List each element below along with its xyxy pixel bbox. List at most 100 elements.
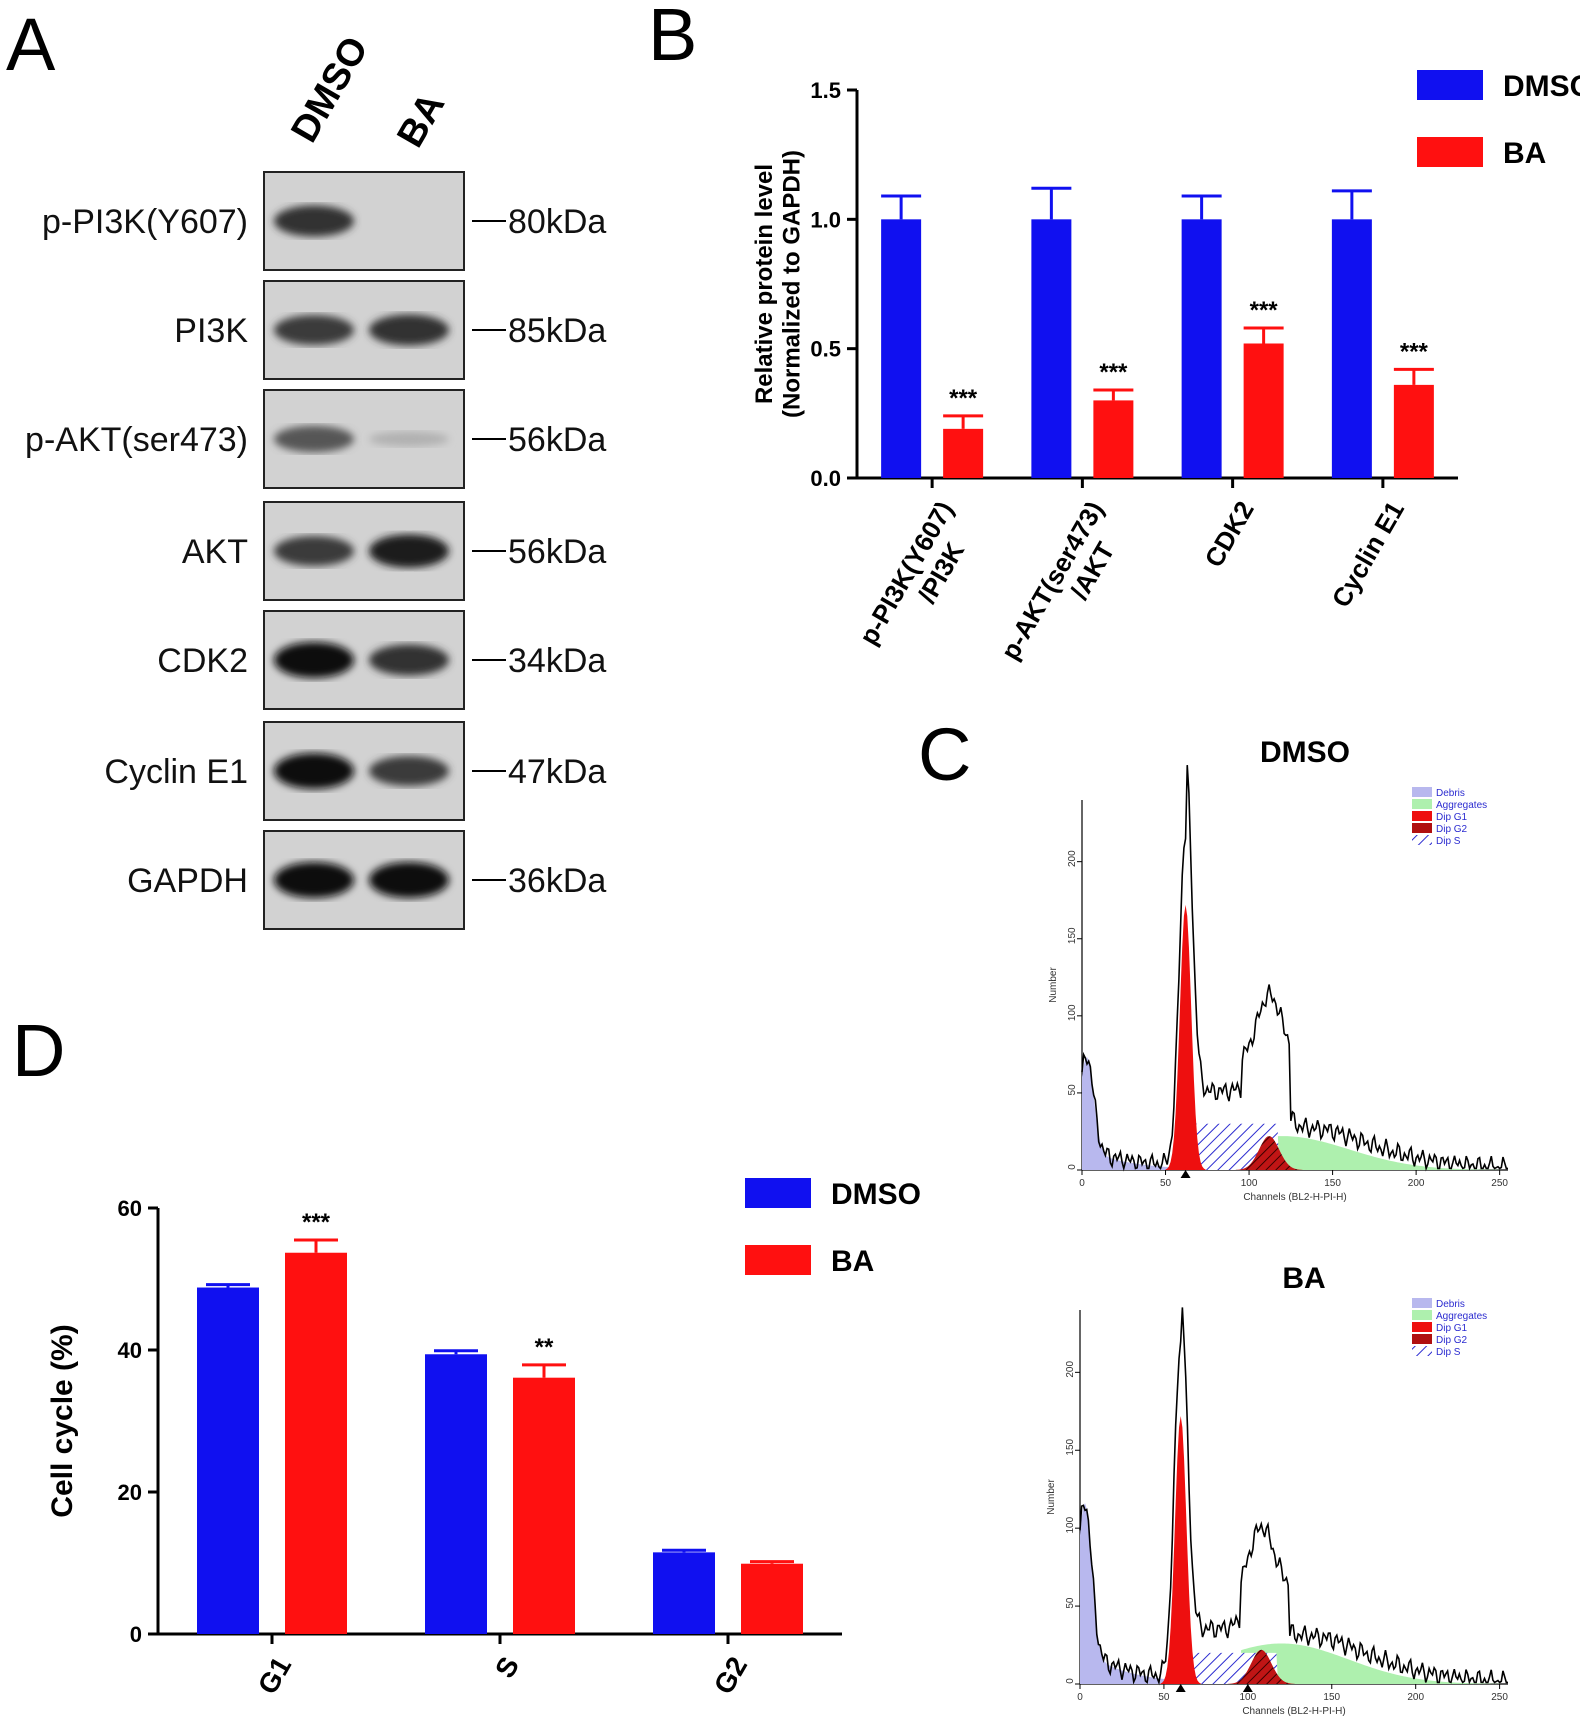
hist-y-tick-label: 0	[1067, 1164, 1078, 1170]
bar-ba	[1243, 343, 1284, 478]
hist-y-tick-label: 100	[1065, 1516, 1076, 1533]
bar-dmso	[1031, 219, 1072, 479]
panel-letter-c: C	[918, 713, 971, 796]
y-tick-label: 40	[118, 1338, 142, 1363]
bar-ba	[943, 428, 984, 478]
blot-band	[274, 315, 354, 345]
hist-x-axis-label: Channels (BL2-H-PI-H)	[1243, 1192, 1346, 1203]
blot-band	[369, 862, 449, 898]
legend-swatch-ba	[745, 1245, 811, 1275]
x-category-label-line: Cyclin E1	[1326, 496, 1411, 612]
blot-row: PI3K 85kDa	[174, 280, 606, 380]
lane-label-ba: BA	[389, 86, 453, 155]
legend-swatch-dmso	[1417, 70, 1483, 100]
y-tick-label: 1.0	[810, 207, 841, 232]
legend-label-dmso: DMSO	[1503, 70, 1580, 103]
hist-legend-label: Dip G1	[1436, 812, 1468, 823]
blot-protein-label: PI3K	[174, 312, 248, 350]
blot-band	[274, 425, 354, 453]
hist-y-tick-label: 100	[1067, 1004, 1078, 1021]
hist-legend-swatch	[1412, 787, 1432, 797]
x-category-label: S	[489, 1652, 525, 1684]
hist-x-tick-label: 0	[1079, 1178, 1085, 1189]
bar-dmso	[881, 219, 922, 479]
hist-x-tick-label: 50	[1160, 1178, 1172, 1189]
x-category-label-line: CDK2	[1198, 496, 1259, 572]
x-category-label: G1	[252, 1652, 298, 1700]
blot-band	[369, 756, 449, 786]
bar-dmso	[197, 1287, 259, 1634]
y-tick-label: 0	[130, 1622, 142, 1647]
significance-marker: ***	[302, 1209, 331, 1236]
blot-band	[369, 431, 449, 447]
bar-ba	[513, 1377, 575, 1634]
hist-legend-label: Dip G2	[1436, 824, 1468, 835]
hist-legend-label: Dip S	[1436, 836, 1461, 847]
debris-area	[1080, 1503, 1181, 1684]
hist-y-axis-label: Number	[1048, 967, 1059, 1003]
aggregates-area	[1214, 1643, 1500, 1684]
blot-protein-label: GAPDH	[127, 862, 248, 900]
y-tick-label: 60	[118, 1196, 142, 1221]
hist-x-tick-label: 100	[1239, 1692, 1256, 1703]
y-axis-label: Relative protein level(Normalized to GAP…	[751, 150, 806, 418]
molecular-weight-label: 80kDa	[508, 203, 606, 241]
protein-level-bar-chart: 0.0 0.5 1.0 1.5 Relative protein level(Norma…	[751, 70, 1580, 680]
bar-dmso	[425, 1354, 487, 1634]
bar-dmso	[653, 1552, 715, 1634]
legend-swatch-ba	[1417, 137, 1483, 167]
blot-row: Cyclin E1 47kDa	[104, 721, 606, 821]
hist-y-tick-label: 150	[1065, 1438, 1076, 1455]
blot-row: GAPDH 36kDa	[127, 830, 606, 930]
legend-swatch-dmso	[745, 1178, 811, 1208]
legend-label-dmso: DMSO	[831, 1178, 921, 1211]
x-category-label: p-AKT(ser473)/AKT	[995, 496, 1136, 680]
blot-band	[274, 536, 354, 566]
debris-area	[1082, 1056, 1183, 1170]
x-category-label-line: G2	[708, 1652, 754, 1700]
peak-marker-icon	[1242, 1684, 1253, 1692]
x-category-label: Cyclin E1	[1326, 496, 1411, 612]
molecular-weight-label: 36kDa	[508, 862, 606, 900]
blot-band	[369, 534, 449, 568]
x-category-label-line: G1	[252, 1652, 298, 1700]
blot-band	[369, 314, 449, 346]
blot-row: CDK2 34kDa	[157, 610, 606, 710]
hist-y-tick-label: 200	[1067, 850, 1078, 867]
dip-g1-area	[1160, 1415, 1201, 1684]
hist-x-tick-label: 150	[1323, 1692, 1340, 1703]
hist-legend-label: Dip S	[1436, 1347, 1461, 1358]
lane-label-dmso: DMSO	[283, 30, 376, 150]
bar-ba	[1093, 400, 1134, 478]
significance-marker: ***	[1099, 359, 1128, 386]
hist-y-tick-label: 150	[1067, 927, 1078, 944]
hist-legend-label: Aggregates	[1436, 1311, 1487, 1322]
molecular-weight-label: 56kDa	[508, 421, 606, 459]
blot-protein-label: AKT	[182, 533, 248, 571]
dip-g2-area	[1235, 1136, 1303, 1170]
histogram-trace	[1079, 1307, 1508, 1686]
hist-legend-label: Debris	[1436, 1299, 1465, 1310]
blot-protein-label: p-AKT(ser473)	[25, 421, 248, 459]
y-axis-label-line: Cell cycle (%)	[46, 1324, 79, 1517]
hist-y-tick-label: 0	[1065, 1678, 1076, 1684]
blot-band	[274, 205, 354, 237]
hist-legend-swatch	[1412, 1298, 1432, 1308]
hist-y-tick-label: 50	[1065, 1597, 1076, 1609]
significance-marker: ***	[1250, 297, 1279, 324]
hist-legend-swatch	[1412, 1322, 1432, 1332]
hist-x-tick-label: 200	[1408, 1178, 1425, 1189]
hist-legend-label: Debris	[1436, 788, 1465, 799]
western-blot-panel: DMSO BA p-PI3K(Y607) 80kDa PI3K 85kDa p-AKT(…	[25, 30, 606, 930]
blot-band	[274, 862, 354, 898]
blot-protein-label: Cyclin E1	[104, 753, 248, 791]
hist-legend-swatch	[1412, 1346, 1432, 1356]
blot-row: AKT 56kDa	[182, 501, 606, 601]
molecular-weight-label: 34kDa	[508, 642, 606, 680]
hist-x-tick-label: 250	[1491, 1692, 1508, 1703]
hist-y-axis-label: Number	[1046, 1479, 1057, 1515]
hist-y-tick-label: 50	[1067, 1084, 1078, 1096]
hist-x-tick-label: 200	[1407, 1692, 1424, 1703]
histogram-title: BA	[1282, 1262, 1325, 1295]
